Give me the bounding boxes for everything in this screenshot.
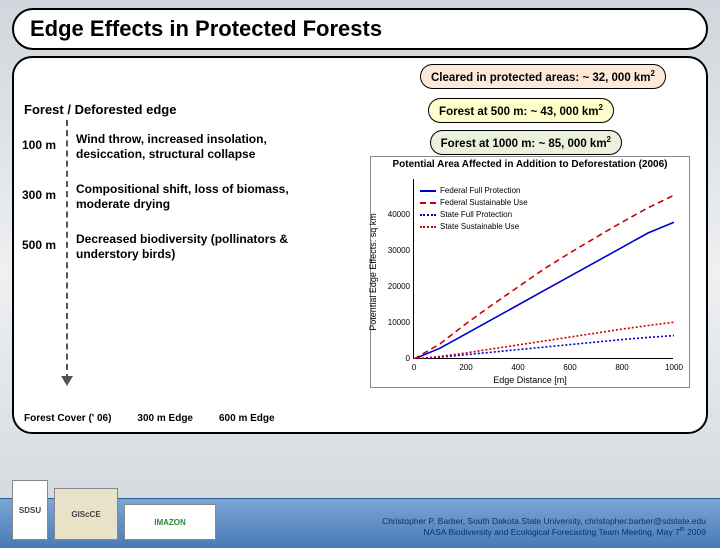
badge-1000m: Forest at 1000 m: ~ 85, 000 km2 (430, 130, 622, 155)
arrow-down-icon (61, 376, 73, 386)
dist-500-label: 500 m (22, 238, 56, 252)
logo-sdsu: SDSU (12, 480, 48, 540)
sup: 2 (651, 69, 655, 78)
chart-xlabel: Edge Distance [m] (371, 375, 689, 385)
edge-header: Forest / Deforested edge (24, 102, 176, 117)
edge-dashed-line (66, 120, 68, 380)
sup: 2 (607, 135, 611, 144)
dist-100-label: 100 m (22, 138, 56, 152)
bl-300m: 300 m Edge (137, 413, 193, 424)
credit-line1: Christopher P. Barber, South Dakota Stat… (382, 516, 706, 527)
title-bar: Edge Effects in Protected Forests (12, 8, 708, 50)
footer: SDSU GIScCE IMAZON Christopher P. Barber… (0, 452, 720, 548)
main-panel: Cleared in protected areas: ~ 32, 000 km… (12, 56, 708, 434)
dist-500-desc: Decreased biodiversity (pollinators & un… (76, 232, 306, 262)
logo-imazon-text: IMAZON (154, 518, 186, 527)
badge-1000m-text: Forest at 1000 m: ~ 85, 000 km (441, 138, 607, 150)
chart-legend: Federal Full ProtectionFederal Sustainab… (418, 183, 530, 235)
dist-300-label: 300 m (22, 188, 56, 202)
badge-500m: Forest at 500 m: ~ 43, 000 km2 (428, 98, 614, 123)
badge-cleared: Cleared in protected areas: ~ 32, 000 km… (420, 64, 666, 89)
chart-plot: Federal Full ProtectionFederal Sustainab… (413, 179, 673, 359)
page-title: Edge Effects in Protected Forests (30, 16, 690, 42)
logo-imazon: IMAZON (124, 504, 216, 540)
logo-gisce: GIScCE (54, 488, 118, 540)
chart-title: Potential Area Affected in Addition to D… (371, 159, 689, 170)
badge-500m-text: Forest at 500 m: ~ 43, 000 km (439, 106, 599, 118)
sup: 2 (599, 103, 603, 112)
chart-ylabel: Potential Edge Effects: sq km (368, 213, 378, 330)
dist-100-desc: Wind throw, increased insolation, desicc… (76, 132, 306, 162)
credit-line2b: 2009 (685, 527, 706, 537)
credit-block: Christopher P. Barber, South Dakota Stat… (382, 516, 706, 538)
credit-line2: NASA Biodiversity and Ecological Forecas… (382, 527, 706, 538)
bottom-labels: Forest Cover (' 06) 300 m Edge 600 m Edg… (24, 413, 275, 424)
logo-sdsu-text: SDSU (19, 506, 41, 515)
chart-area-affected: Potential Area Affected in Addition to D… (370, 156, 690, 388)
logo-gisce-text: GIScCE (71, 510, 100, 519)
dist-300-desc: Compositional shift, loss of biomass, mo… (76, 182, 306, 212)
badge-cleared-text: Cleared in protected areas: ~ 32, 000 km (431, 72, 651, 84)
bl-600m: 600 m Edge (219, 413, 275, 424)
bl-forest-cover: Forest Cover (' 06) (24, 413, 111, 424)
credit-line2a: NASA Biodiversity and Ecological Forecas… (423, 527, 679, 537)
